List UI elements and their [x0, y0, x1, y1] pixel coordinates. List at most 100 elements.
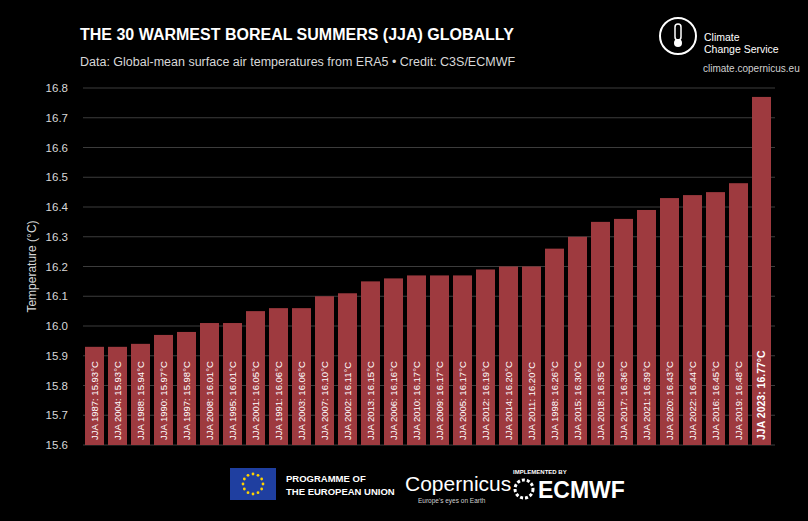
annotation: Copernicus	[405, 472, 511, 495]
bar	[108, 347, 127, 445]
bar	[407, 275, 426, 445]
eu-star	[262, 483, 265, 486]
eu-star	[243, 488, 246, 491]
logo-c3s	[660, 18, 696, 54]
category-label: JJA 2004: 15.93°C	[112, 361, 123, 440]
category-label: JJA 2020: 16.43°C	[664, 361, 675, 440]
category-label: JJA 2022: 16.44°C	[687, 361, 698, 440]
grid-line	[83, 147, 775, 148]
category-label: JJA 1995: 16.01°C	[227, 361, 238, 440]
y-tick-label: 15.7	[46, 409, 68, 421]
category-label: JJA 2006: 16.16°C	[388, 361, 399, 440]
annotation: IMPLEMENTED BY	[513, 469, 567, 475]
bar	[453, 275, 472, 445]
category-label: JJA 2003: 16.06°C	[296, 361, 307, 440]
category-label: JJA 1997: 15.98°C	[181, 361, 192, 440]
title: THE 30 WARMEST BOREAL SUMMERS (JJA) GLOB…	[80, 26, 514, 43]
category-label: JJA 2013: 16.15°C	[365, 361, 376, 440]
bar	[269, 308, 288, 445]
eu-star	[243, 478, 246, 481]
eu-star	[260, 478, 263, 481]
category-label: JJA 1998: 16.26°C	[549, 361, 560, 440]
y-tick-label: 15.6	[46, 439, 68, 451]
category-label: JJA 2023: 16.77°C	[755, 350, 767, 440]
eu-star	[257, 474, 260, 477]
bar	[729, 183, 748, 445]
bar	[476, 269, 495, 445]
category-label: JJA 2019: 16.48°C	[733, 361, 744, 440]
category-label: JJA 2008: 16.01°C	[204, 361, 215, 440]
annotation: climate.copernicus.eu	[703, 63, 800, 74]
category-label: JJA 2015: 16.30°C	[572, 361, 583, 440]
grid-line	[83, 177, 775, 178]
category-label: JJA 2007: 16.10°C	[319, 361, 330, 440]
ecmwf-icon	[515, 480, 533, 498]
bar	[683, 195, 702, 445]
bar	[361, 281, 380, 445]
bar	[154, 335, 173, 445]
bars	[85, 97, 771, 445]
bar	[522, 267, 541, 446]
bar	[315, 296, 334, 445]
bar	[499, 267, 518, 446]
logo-ring	[660, 18, 696, 54]
bar	[637, 210, 656, 445]
eu-star	[257, 491, 260, 494]
bar	[614, 219, 633, 445]
annotation: PROGRAMME OF	[286, 473, 366, 484]
annotation: THE EUROPEAN UNION	[286, 486, 395, 497]
bar	[384, 278, 403, 445]
background	[0, 0, 808, 521]
y-tick-label: 15.9	[46, 350, 68, 362]
y-tick-label: 16.7	[46, 112, 68, 124]
bar	[660, 198, 679, 445]
grid-line	[83, 88, 775, 89]
eu-star	[247, 474, 250, 477]
chart: THE 30 WARMEST BOREAL SUMMERS (JJA) GLOB…	[0, 0, 808, 521]
category-label: JJA 1990: 15.97°C	[158, 361, 169, 440]
annotation: ECMWF	[538, 477, 625, 503]
logo-ecmwf	[515, 480, 533, 498]
y-axis-label: Temperature (°C)	[25, 220, 39, 312]
bar	[246, 311, 265, 445]
eu-star	[260, 488, 263, 491]
category-label: JJA 1987: 15.93°C	[89, 361, 100, 440]
eu-star	[252, 493, 255, 496]
category-label: JJA 1991: 16.06°C	[273, 361, 284, 440]
category-label: JJA 2021: 16.39°C	[641, 361, 652, 440]
grid-line	[83, 117, 775, 118]
logo-bulb	[674, 39, 682, 47]
grid	[83, 88, 775, 445]
eu-star	[242, 483, 245, 486]
y-tick-label: 16.8	[46, 82, 68, 94]
category-label: JJA 2017: 16.36°C	[618, 361, 629, 440]
category-label: JJA 2010: 16.17°C	[411, 361, 422, 440]
bar	[223, 323, 242, 445]
bar	[752, 97, 771, 445]
annotation: Change Service	[704, 43, 779, 55]
subtitle: Data: Global-mean surface air temperatur…	[80, 55, 515, 69]
category-label: JJA 2001: 16.05°C	[250, 361, 261, 440]
y-tick-label: 16.3	[46, 231, 68, 243]
category-label: JJA 1988: 15.94°C	[135, 361, 146, 440]
bar	[131, 344, 150, 445]
y-tick-label: 16.1	[46, 290, 68, 302]
bar	[338, 293, 357, 445]
eu-flag	[230, 468, 276, 500]
category-label: JJA 2011: 16.20°C	[526, 362, 537, 440]
bar	[177, 332, 196, 445]
bar	[292, 308, 311, 445]
category-label: JJA 2005: 16.17°C	[457, 361, 468, 440]
category-label: JJA 2012: 16.19°C	[480, 361, 491, 440]
bar	[430, 275, 449, 445]
chart-container: THE 30 WARMEST BOREAL SUMMERS (JJA) GLOB…	[0, 0, 808, 521]
bar	[591, 222, 610, 445]
logo-thermometer	[675, 24, 681, 40]
category-label: JJA 2018: 16.35°C	[595, 361, 606, 440]
y-tick-label: 16.5	[46, 171, 68, 183]
bar	[568, 237, 587, 445]
annotation: Europe's eyes on Earth	[418, 497, 486, 505]
y-tick-label: 15.8	[46, 380, 68, 392]
bar	[545, 249, 564, 445]
eu-star	[252, 473, 255, 476]
